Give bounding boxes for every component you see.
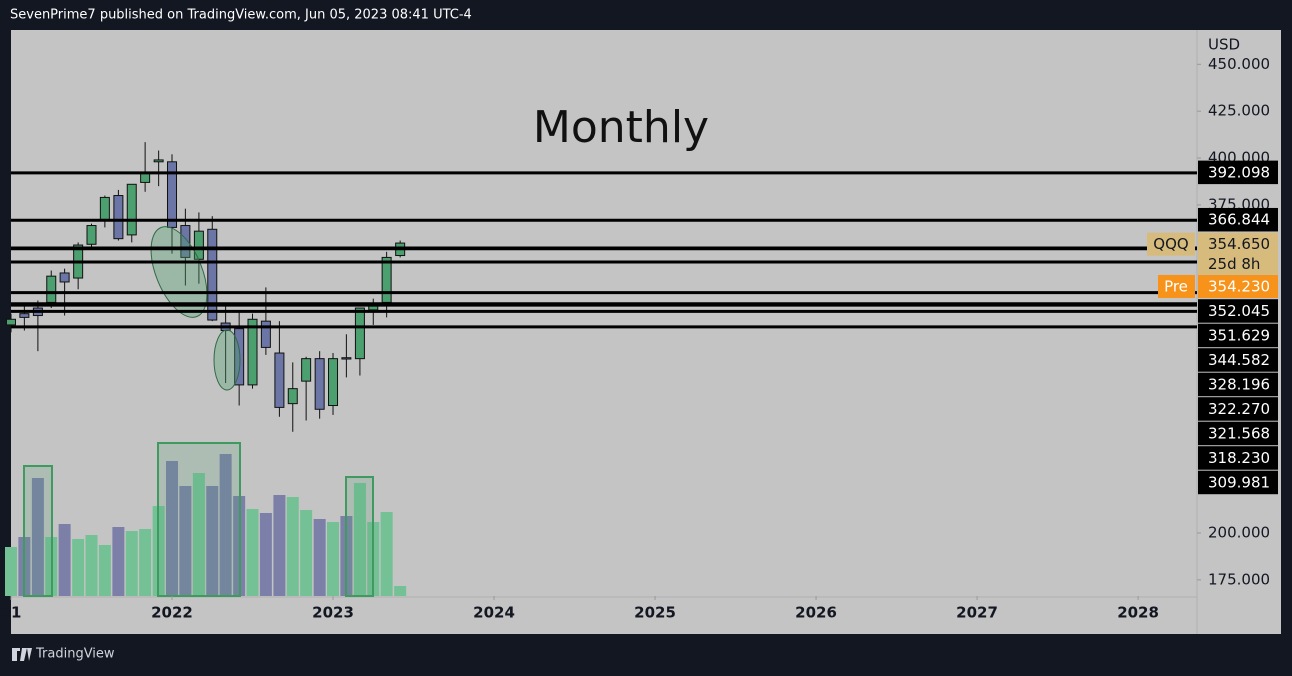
candle-body [207,228,218,321]
volume-bar [327,522,340,596]
highlight-box [23,465,53,597]
x-tick-label: 2026 [795,604,837,622]
price-label-box [1198,348,1278,372]
price-label-box [1198,299,1278,323]
volume-bar [246,509,259,596]
price-label: 344.582 [1208,351,1270,369]
price-label: 351.629 [1208,326,1270,344]
candle-body [260,320,271,348]
price-label-box [1198,421,1278,446]
volume-bar [192,473,205,596]
volume-bar [112,527,125,596]
logo [12,648,32,661]
volume-bar [300,510,313,596]
volume-bar [5,547,17,596]
volume-bar [98,545,111,596]
price-label-box [1198,323,1278,348]
candle-body [234,328,245,386]
volume-bar [166,461,179,596]
volume-bar [206,486,219,596]
x-tick-label: 2024 [473,604,515,622]
candle-body [247,318,258,386]
volume-bar [125,531,138,596]
candle-body [301,358,312,382]
y-tick-label: 450.000 [1208,55,1270,73]
candle-body [381,256,392,303]
price-label: 322.270 [1208,400,1270,418]
price-label: 309.981 [1208,473,1270,491]
x-tick-label: 2027 [956,604,998,622]
pre-price-label: 354.230 [1208,277,1270,295]
x-tick-label: 2028 [1117,604,1159,622]
volume-bar [31,478,44,596]
x-tick-label: 2025 [634,604,676,622]
candle-body [19,313,30,318]
pre-price-box [1198,274,1278,298]
candle-body [167,161,178,228]
price-label-box [1198,207,1278,232]
candle-body [341,357,352,360]
volume-bar [259,513,272,596]
candle-body [314,358,325,410]
x-tick-label: 2023 [312,604,354,622]
last-price-box [1198,232,1278,275]
volume-bar [179,486,192,596]
price-label-box [1198,397,1278,421]
volume-bar [380,512,393,596]
candle-body [328,358,339,407]
pre-name-box [1158,274,1195,298]
volume-bar [219,454,232,596]
price-label: 318.230 [1208,449,1270,467]
candle-body [153,159,164,163]
candle-body [126,183,137,236]
y-tick-label: 425.000 [1208,102,1270,120]
price-label-box [1198,160,1278,185]
volume-bar [139,529,152,596]
ellipse [213,329,241,391]
last-price-box [1147,232,1195,256]
volume [5,442,407,597]
price-label: 352.045 [1208,302,1270,320]
volume-bar [313,519,326,596]
currency: USD [1208,36,1240,54]
volume-bar [273,495,286,596]
highlight-box [157,442,241,597]
highlight-box [345,476,374,597]
header: SevenPrime7 published on TradingView.com… [10,8,472,23]
symbol-label: QQQ [1153,235,1188,253]
price-label-box [1198,372,1278,397]
footer: TradingView [35,647,115,662]
price-label-box [1198,470,1278,495]
candle-body [180,225,191,258]
x-tick-label: 2022 [151,604,193,622]
candle-body [354,307,365,360]
volume-bar [58,524,71,596]
candle-body [99,196,110,221]
candle-body [287,388,298,405]
candle-body [46,275,57,303]
volume-bar [353,483,366,596]
price-label: 328.196 [1208,375,1270,393]
price-label-box [1198,446,1278,470]
y-tick-label: 200.000 [1208,524,1270,542]
last-price-label: 354.650 [1208,235,1270,253]
chart-title: Monthly [533,102,709,153]
candle-body [59,272,70,283]
volume-bar [394,586,407,596]
candle-body [274,352,285,408]
price-label: 321.568 [1208,424,1270,442]
x-tick-label: 21 [1,604,22,622]
volume-bar [85,535,98,596]
volume-bar [286,497,299,596]
candle-body [6,318,16,326]
y-tick-label: 175.000 [1208,570,1270,588]
volume-bar [72,539,85,596]
price-label: 366.844 [1208,211,1270,229]
pre-name: Pre [1164,277,1188,295]
candle-body [86,225,97,245]
candle-body [113,195,124,240]
price-label: 392.098 [1208,163,1270,181]
countdown-label: 25d 8h [1208,255,1260,273]
